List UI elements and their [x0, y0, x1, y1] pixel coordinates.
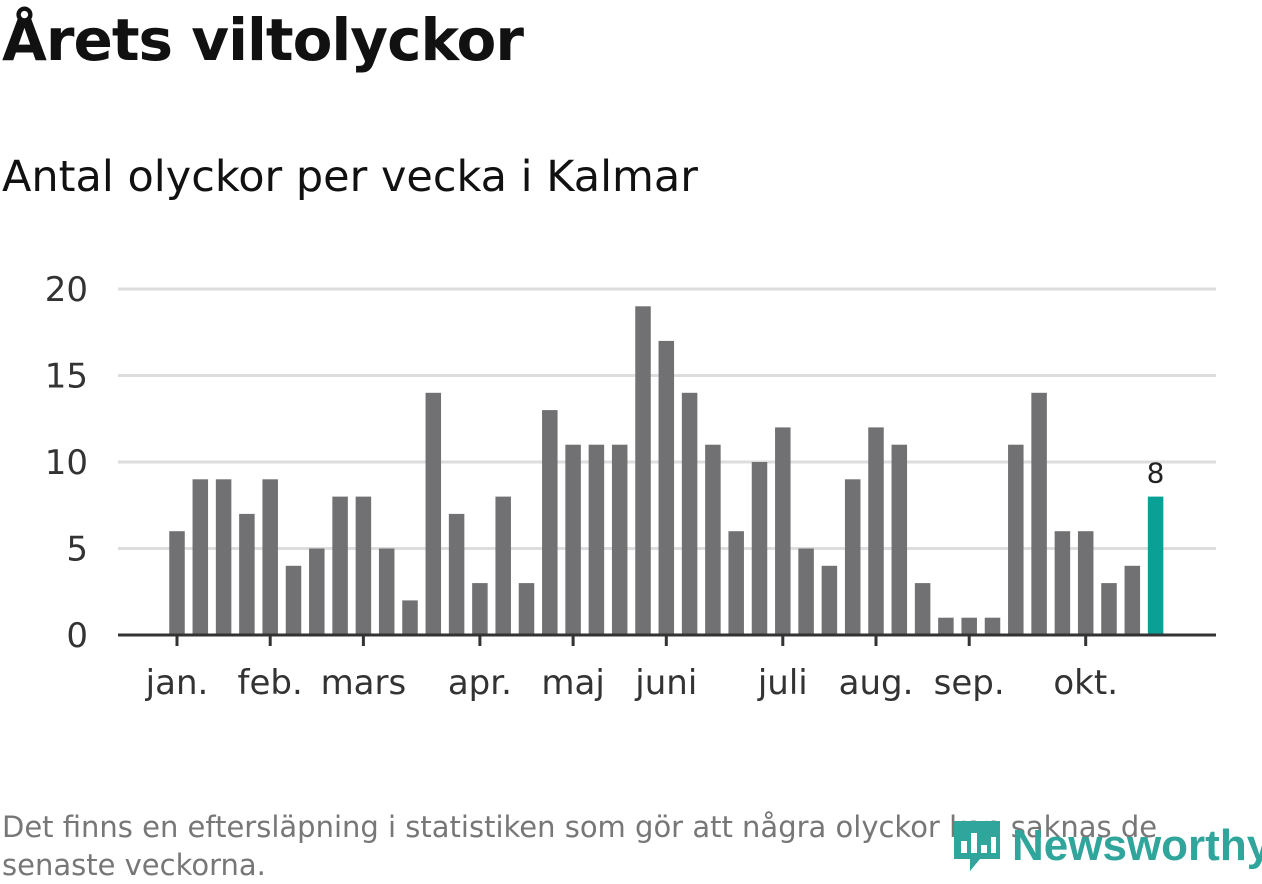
x-tick-label: apr. [448, 663, 512, 703]
bar-week-42 [1124, 565, 1141, 635]
bar-latest-week [1147, 496, 1164, 635]
bar-week-12 [425, 392, 442, 635]
bar-week-23 [681, 392, 698, 635]
x-tick-label: sep. [934, 663, 1005, 703]
bar-week-5 [262, 479, 278, 635]
bar-week-16 [518, 583, 535, 635]
bar-week-26 [751, 462, 768, 635]
bar-week-17 [542, 410, 558, 635]
bar-week-24 [705, 444, 721, 635]
brand-logo: Newsworthy [950, 815, 1262, 877]
bar-week-29 [821, 565, 838, 635]
bar-week-21 [635, 306, 651, 635]
bars [169, 306, 1164, 635]
bar-week-9 [355, 496, 372, 635]
brand-name: Newsworthy [1012, 821, 1262, 870]
bar-week-7 [309, 548, 325, 635]
y-axis-ticks: 0 5 10 15 20 [45, 270, 88, 656]
bar-week-1 [169, 531, 185, 635]
y-tick-label: 5 [66, 530, 88, 570]
bar-week-33 [914, 583, 931, 635]
chart-title: Årets viltolyckor [2, 6, 524, 74]
y-tick-label: 0 [66, 616, 88, 656]
bar-week-32 [891, 444, 908, 635]
x-tick-label: okt. [1053, 663, 1118, 703]
bar-week-40 [1077, 531, 1094, 635]
data-labels: 8 [1147, 457, 1165, 490]
bar-week-38 [1031, 392, 1047, 635]
x-tick-label: mars [321, 663, 407, 703]
bar-chart: 0 5 10 15 20 jan. feb. mars apr. maj juni juli aug.… [45, 270, 1216, 703]
x-tick-label: feb. [238, 663, 303, 703]
bar-week-2 [192, 479, 209, 635]
x-axis-ticks: jan. feb. mars apr. maj juni juli aug. sep. okt. [145, 635, 1118, 703]
latest-value-label: 8 [1147, 457, 1165, 490]
x-tick-label: jan. [145, 663, 209, 703]
y-tick-label: 15 [45, 357, 88, 397]
newsworthy-logo-icon [954, 821, 1000, 871]
bar-week-30 [844, 479, 861, 635]
bar-week-35 [961, 617, 977, 635]
bar-week-15 [495, 496, 511, 635]
bar-week-19 [588, 444, 605, 635]
bar-week-8 [332, 496, 348, 635]
chart-subtitle: Antal olyckor per vecka i Kalmar [2, 152, 698, 202]
y-tick-label: 20 [45, 270, 88, 310]
bar-week-37 [1008, 444, 1024, 635]
bar-week-11 [402, 600, 418, 635]
bar-week-34 [938, 617, 954, 635]
bar-week-6 [285, 565, 302, 635]
bar-week-41 [1101, 583, 1117, 635]
x-tick-label: maj [541, 663, 604, 703]
bar-week-27 [775, 427, 791, 635]
bar-week-13 [448, 513, 465, 635]
y-tick-label: 10 [45, 443, 88, 483]
bar-week-10 [378, 548, 395, 635]
bar-week-3 [215, 479, 232, 635]
bar-week-20 [611, 444, 628, 635]
bar-week-31 [868, 427, 884, 635]
bar-week-28 [798, 548, 814, 635]
bar-week-25 [728, 531, 744, 635]
bar-week-22 [658, 340, 675, 635]
bar-week-14 [472, 583, 488, 635]
bar-week-18 [565, 444, 581, 635]
x-tick-label: aug. [839, 663, 914, 703]
bar-week-39 [1054, 531, 1071, 635]
x-tick-label: juni [634, 663, 697, 703]
bar-week-4 [239, 513, 255, 635]
x-tick-label: juli [757, 663, 808, 703]
bar-week-36 [984, 617, 1001, 635]
